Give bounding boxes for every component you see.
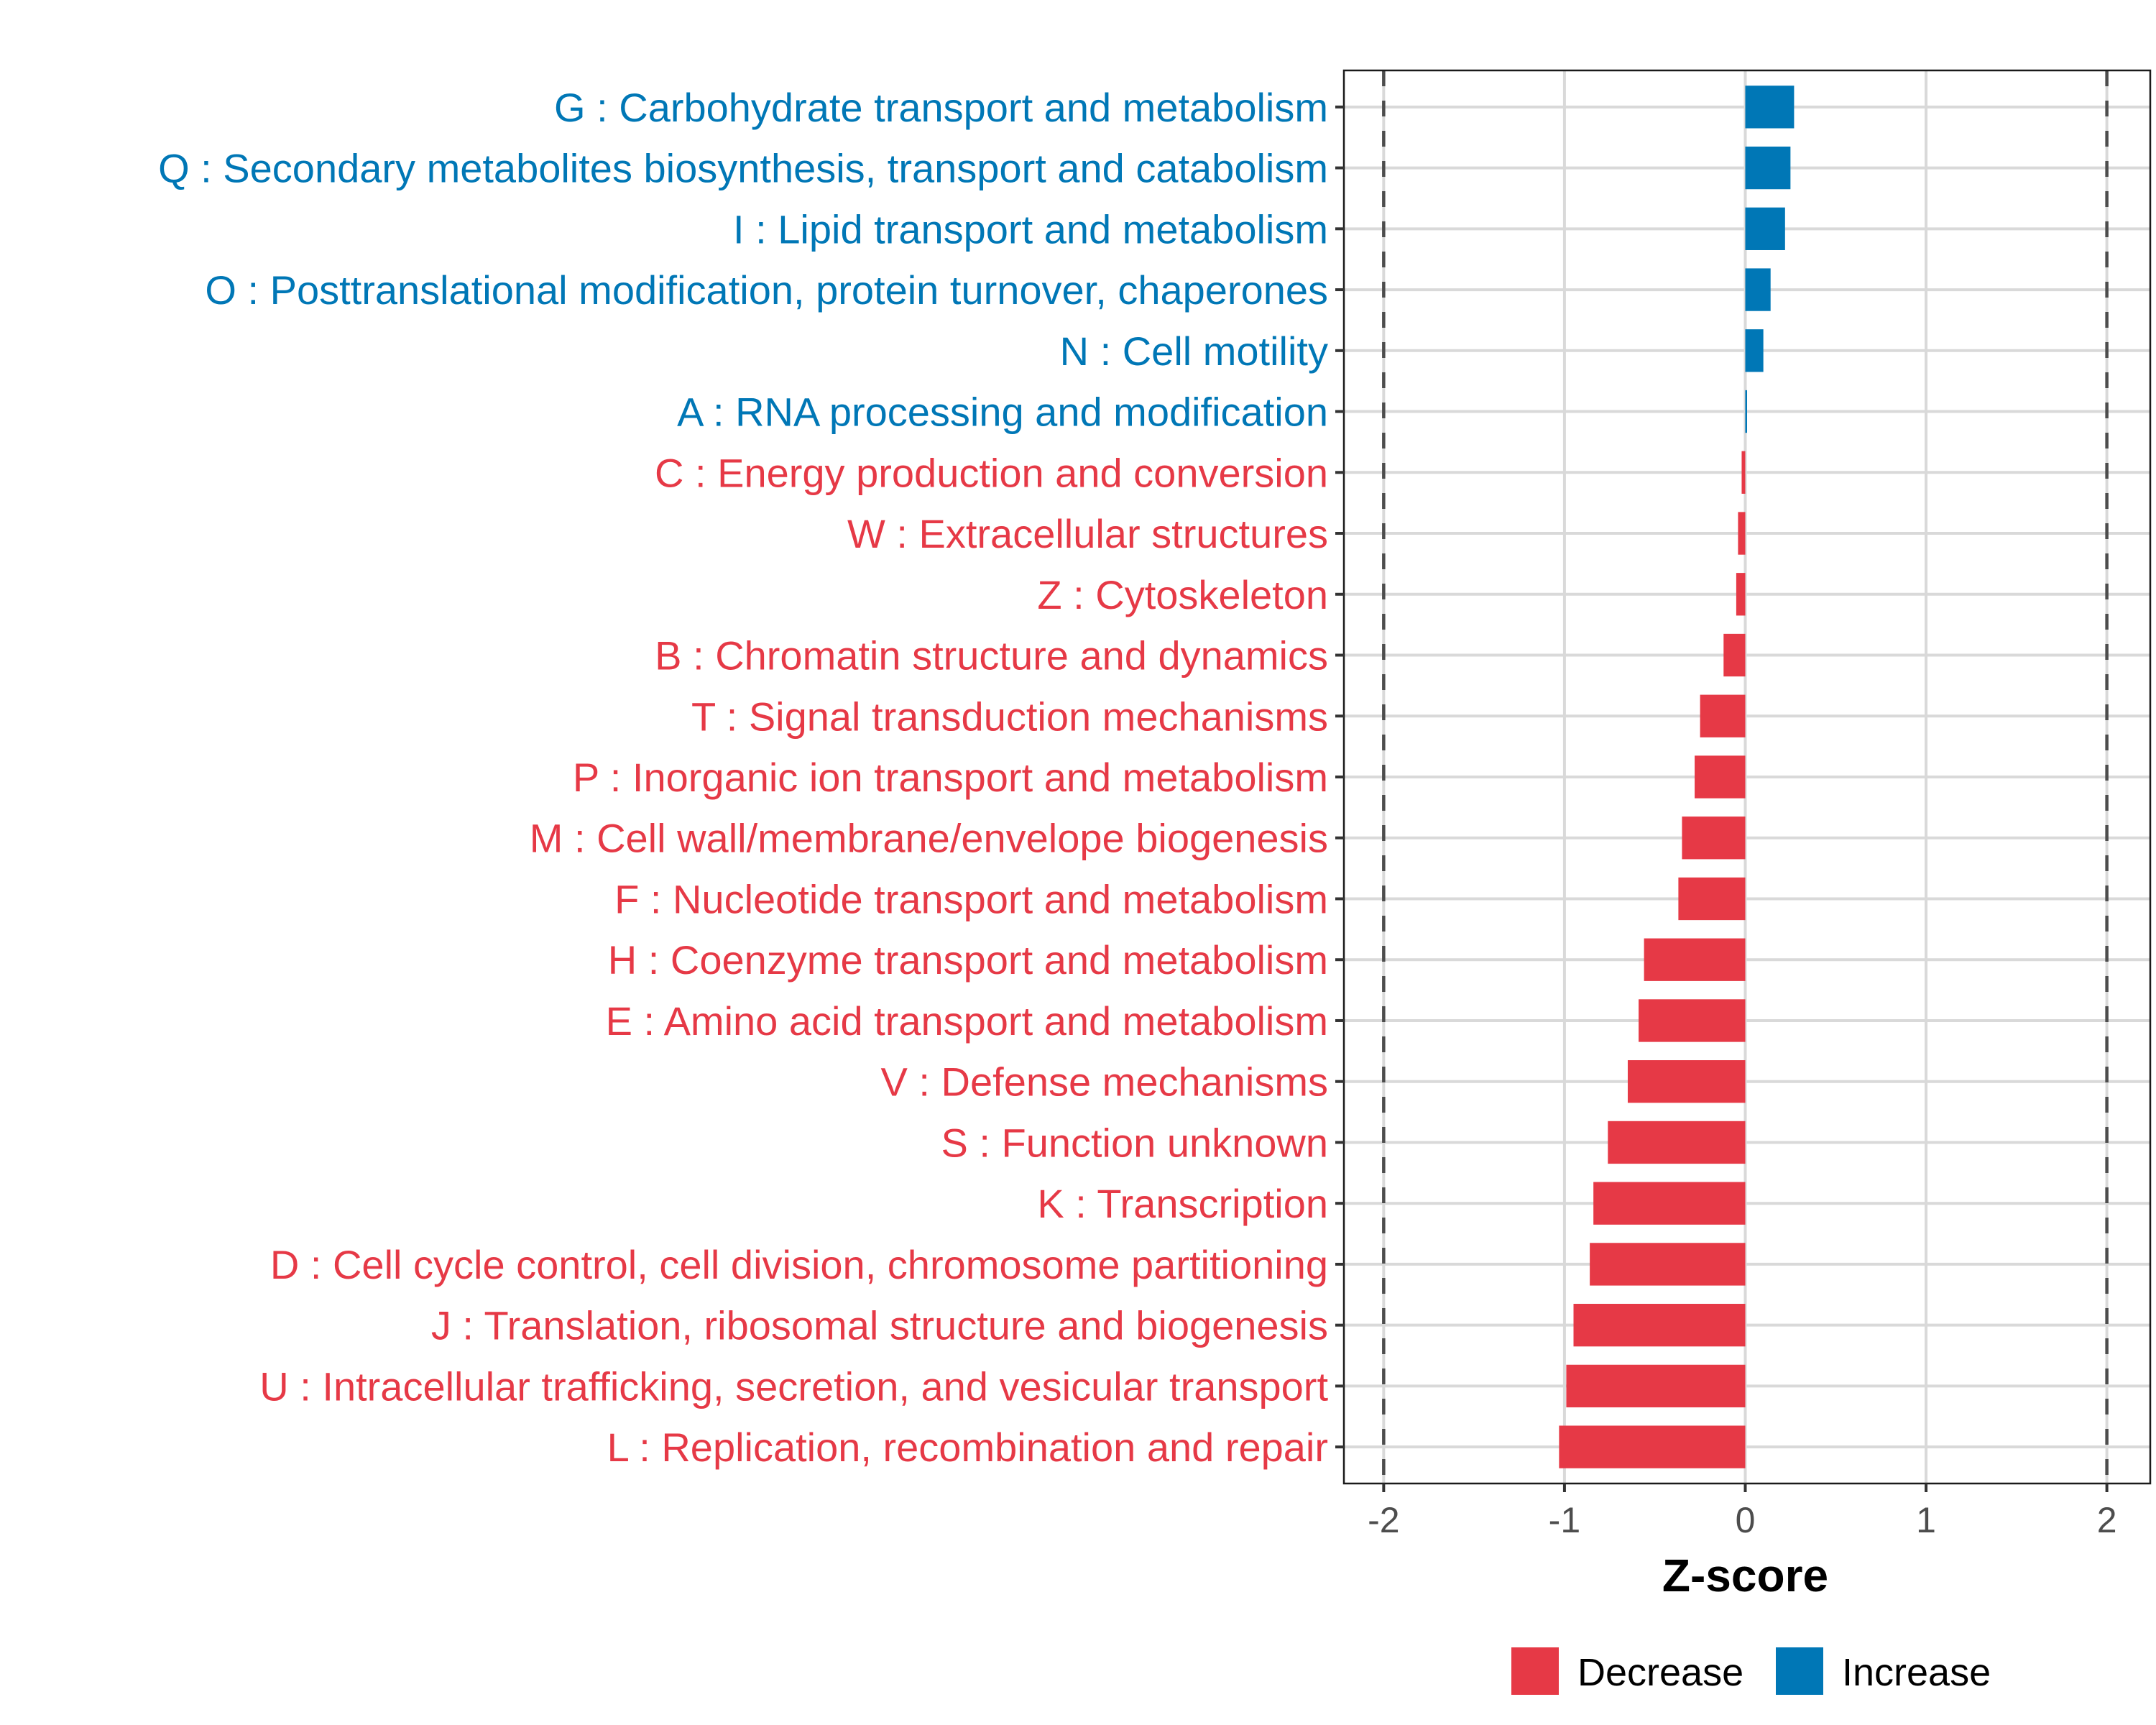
bar [1745, 329, 1764, 372]
x-tick-label: -2 [1368, 1500, 1399, 1540]
x-tick-label: 1 [1916, 1500, 1936, 1540]
y-tick-label: H : Coenzyme transport and metabolism [608, 937, 1328, 983]
y-tick-label: O : Posttranslational modification, prot… [205, 267, 1328, 313]
y-tick-label: P : Inorganic ion transport and metaboli… [573, 755, 1328, 800]
x-axis: -2 -1 0 1 2 [1368, 1484, 2117, 1540]
bar [1745, 207, 1785, 250]
bar [1723, 633, 1746, 677]
y-tick-label: N : Cell motility [1060, 328, 1328, 374]
y-tick-label: S : Function unknown [941, 1120, 1328, 1165]
bar [1745, 86, 1795, 129]
y-tick-label: T : Signal transduction mechanisms [691, 694, 1328, 739]
bar [1627, 1060, 1746, 1103]
reference-lines [1382, 70, 2109, 1484]
y-tick-label: V : Defense mechanisms [881, 1059, 1328, 1105]
bar [1738, 512, 1746, 555]
bar [1695, 755, 1746, 799]
legend-label-decrease: Decrease [1577, 1651, 1743, 1694]
y-tick-label: A : RNA processing and modification [677, 390, 1328, 435]
legend: Decrease Increase [1511, 1647, 1991, 1695]
bar [1678, 877, 1746, 921]
bar [1593, 1182, 1746, 1225]
y-tick-label: Z : Cytoskeleton [1037, 572, 1328, 617]
bar [1745, 268, 1771, 311]
x-tick-label: -1 [1549, 1500, 1580, 1540]
bar [1682, 816, 1746, 860]
bar [1736, 573, 1746, 616]
bars [1559, 86, 1795, 1468]
legend-swatch-decrease [1511, 1647, 1559, 1695]
legend-swatch-increase [1776, 1647, 1823, 1695]
bar [1745, 390, 1747, 433]
x-tick-label: 0 [1736, 1500, 1756, 1540]
x-tick-label: 2 [2097, 1500, 2117, 1540]
y-tick-label: U : Intracellular trafficking, secretion… [259, 1363, 1328, 1409]
y-tick-label: C : Energy production and conversion [655, 450, 1328, 495]
y-tick-label: M : Cell wall/membrane/envelope biogenes… [530, 816, 1328, 861]
bar [1559, 1425, 1746, 1468]
y-tick-label: W : Extracellular structures [847, 511, 1328, 556]
y-tick-label: D : Cell cycle control, cell division, c… [270, 1242, 1328, 1287]
y-tick-label: F : Nucleotide transport and metabolism [614, 876, 1328, 921]
y-tick-label: I : Lipid transport and metabolism [733, 206, 1328, 252]
y-tick-label: Q : Secondary metabolites biosynthesis, … [158, 146, 1328, 191]
bar [1741, 451, 1746, 494]
y-tick-label: K : Transcription [1037, 1181, 1328, 1226]
bar [1573, 1304, 1746, 1347]
bar [1644, 938, 1746, 981]
x-axis-title: Z-score [1662, 1550, 1828, 1601]
bar [1639, 999, 1746, 1042]
bar [1700, 694, 1746, 737]
y-tick-label: L : Replication, recombination and repai… [607, 1425, 1328, 1470]
bar [1608, 1121, 1746, 1164]
y-tick-label: B : Chromatin structure and dynamics [655, 633, 1328, 678]
y-tick-label: E : Amino acid transport and metabolism [606, 998, 1328, 1044]
y-tick-label: G : Carbohydrate transport and metabolis… [554, 85, 1328, 130]
y-tick-label: J : Translation, ribosomal structure and… [431, 1303, 1328, 1348]
legend-label-increase: Increase [1842, 1651, 1991, 1694]
bar [1590, 1243, 1746, 1286]
bar [1745, 146, 1791, 190]
y-axis: G : Carbohydrate transport and metabolis… [158, 85, 1344, 1470]
bar [1566, 1364, 1746, 1408]
